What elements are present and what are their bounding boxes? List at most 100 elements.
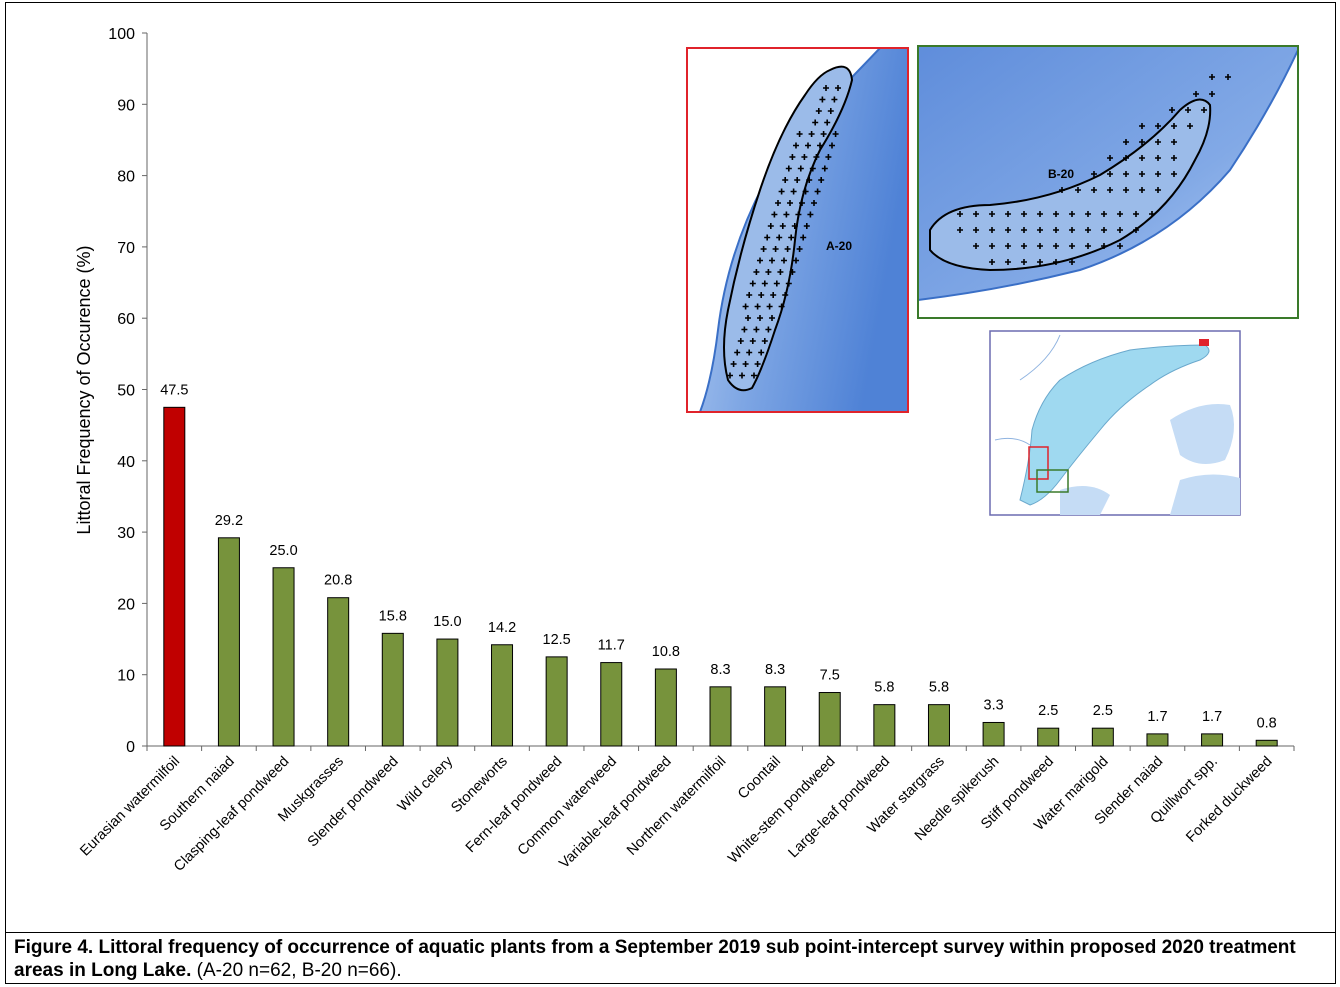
- map-a-label: A-20: [826, 239, 852, 253]
- survey-point-marker: [1037, 211, 1043, 217]
- survey-point-marker: [746, 349, 753, 356]
- survey-point-marker: [1069, 211, 1075, 217]
- survey-point-marker: [957, 211, 963, 217]
- survey-point-marker: [741, 326, 748, 333]
- survey-point-marker: [1193, 91, 1199, 97]
- survey-point-marker: [835, 85, 841, 91]
- survey-point-marker: [1075, 187, 1081, 193]
- survey-point-marker: [781, 257, 787, 264]
- data-label: 0.8: [1257, 715, 1277, 731]
- bar: [818, 692, 841, 747]
- survey-point-marker: [1171, 171, 1177, 177]
- survey-point-marker: [815, 108, 822, 114]
- survey-point-marker: [1059, 187, 1065, 193]
- bar: [1091, 727, 1114, 747]
- data-label: 2.5: [1093, 703, 1113, 719]
- data-label: 8.3: [765, 662, 785, 678]
- y-tick-label: 100: [108, 26, 135, 43]
- survey-point-marker: [796, 131, 803, 137]
- survey-point-marker: [785, 280, 792, 287]
- survey-point-marker: [754, 303, 761, 310]
- survey-point-marker: [802, 188, 809, 195]
- map-b-label: B-20: [1048, 167, 1074, 181]
- survey-point-marker: [989, 227, 995, 233]
- bar: [600, 662, 623, 747]
- survey-point-marker: [814, 188, 821, 195]
- bar: [927, 704, 950, 747]
- survey-point-marker: [1037, 227, 1043, 233]
- survey-point-marker: [820, 131, 827, 137]
- survey-point-marker: [800, 234, 807, 241]
- data-label: 20.8: [324, 573, 352, 589]
- survey-point-marker: [1169, 107, 1175, 113]
- survey-point-marker: [1053, 211, 1059, 217]
- survey-point-marker: [1069, 243, 1075, 249]
- survey-point-marker: [821, 165, 828, 172]
- survey-point-marker: [794, 177, 801, 183]
- bar: [381, 632, 404, 747]
- survey-point-marker: [782, 292, 789, 298]
- survey-point-marker: [1101, 243, 1107, 249]
- survey-point-marker: [1021, 227, 1027, 233]
- bar-chart: 0 10 20 30 40 50 60 70 80 90 100 47.5 29.2 25.0 20.8 1…: [74, 26, 1299, 875]
- survey-point-marker: [829, 142, 835, 149]
- survey-point-marker: [1171, 139, 1177, 145]
- survey-point-marker: [825, 154, 832, 160]
- survey-point-marker: [1091, 171, 1097, 177]
- survey-point-marker: [742, 361, 749, 367]
- survey-point-marker: [1139, 139, 1145, 145]
- survey-point-marker: [809, 165, 816, 172]
- survey-point-marker: [1155, 139, 1161, 145]
- survey-point-marker: [730, 361, 737, 367]
- x-tick-label: Eurasian watermilfoil: [77, 754, 183, 860]
- survey-point-marker: [1155, 123, 1161, 129]
- survey-point-marker: [823, 85, 829, 91]
- survey-point-marker: [779, 223, 786, 229]
- bar: [709, 686, 732, 747]
- survey-point-marker: [790, 188, 797, 195]
- bar: [1037, 727, 1060, 747]
- survey-point-marker: [1085, 227, 1091, 233]
- survey-point-marker: [817, 142, 823, 149]
- x-tick-label: Coontail: [735, 754, 784, 803]
- caption-bold: Figure 4. Littoral frequency of occurren…: [14, 937, 1296, 981]
- survey-point-marker: [1069, 227, 1075, 233]
- data-label: 25.0: [269, 543, 297, 559]
- survey-point-marker: [778, 303, 785, 310]
- survey-point-marker: [1107, 155, 1113, 161]
- y-tick-label: 50: [117, 383, 135, 400]
- survey-point-marker: [783, 211, 790, 218]
- survey-point-marker: [989, 211, 995, 217]
- caption-normal: (A-20 n=62, B-20 n=66).: [191, 960, 402, 981]
- survey-point-marker: [989, 259, 995, 265]
- survey-point-marker: [754, 361, 761, 367]
- survey-point-marker: [819, 96, 826, 103]
- survey-point-marker: [1123, 155, 1129, 161]
- survey-point-marker: [739, 372, 745, 379]
- survey-point-marker: [806, 177, 813, 183]
- survey-point-marker: [1037, 243, 1043, 249]
- survey-point-marker: [1155, 155, 1161, 161]
- bar: [327, 597, 350, 747]
- survey-point-marker: [757, 257, 763, 264]
- survey-point-marker: [797, 165, 804, 172]
- survey-point-marker: [776, 234, 783, 241]
- survey-point-marker: [796, 246, 803, 252]
- data-label: 14.2: [488, 620, 516, 636]
- survey-point-marker: [1085, 211, 1091, 217]
- survey-point-marker: [788, 234, 795, 241]
- survey-point-marker: [749, 338, 756, 344]
- y-ticks: 0 10 20 30 40 50 60 70 80 90 100: [108, 26, 147, 756]
- bar: [982, 721, 1005, 747]
- survey-point-marker: [1123, 139, 1129, 145]
- survey-point-marker: [1005, 243, 1011, 249]
- data-label: 7.5: [820, 668, 840, 684]
- data-label: 2.5: [1038, 703, 1058, 719]
- x-tick-label: Large-leaf pondweed: [786, 754, 894, 862]
- survey-point-marker: [1069, 259, 1075, 265]
- x-tick-label: Variable-leaf pondweed: [556, 754, 674, 872]
- survey-point-marker: [784, 246, 791, 252]
- survey-point-marker: [1139, 123, 1145, 129]
- survey-point-marker: [818, 177, 825, 183]
- survey-point-marker: [760, 246, 767, 252]
